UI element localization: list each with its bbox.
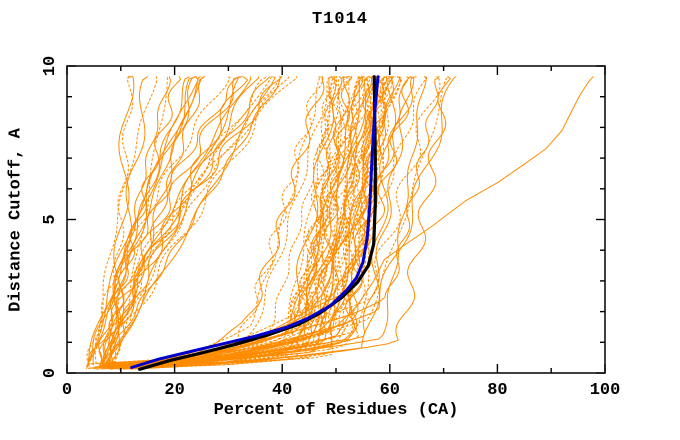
model-curve — [88, 76, 298, 366]
model-curve — [111, 76, 397, 367]
model-curve — [98, 76, 363, 365]
model-curves-group — [86, 75, 594, 371]
model-curve — [110, 76, 410, 370]
model-curve — [135, 76, 388, 367]
model-curve — [93, 76, 363, 369]
model-curve — [105, 76, 290, 366]
model-curve — [99, 76, 276, 366]
model-curve — [128, 76, 323, 366]
model-curve — [92, 76, 205, 366]
x-tick-label: 60 — [380, 381, 400, 400]
model-curve — [127, 76, 325, 368]
model-curve — [115, 76, 412, 366]
model-curve — [134, 76, 388, 369]
model-curve — [95, 76, 402, 370]
model-curve — [94, 76, 339, 368]
model-curve — [135, 76, 386, 369]
model-curve — [109, 76, 205, 368]
model-curve — [127, 76, 403, 367]
model-curve — [108, 76, 369, 364]
model-curve — [99, 76, 401, 366]
model-curve — [122, 76, 376, 365]
model-curve — [91, 76, 388, 365]
model-curve — [102, 76, 260, 367]
x-axis-label: Percent of Residues (CA) — [213, 401, 459, 420]
x-tick-label: 20 — [164, 381, 184, 400]
model-curve — [119, 76, 417, 370]
model-curve — [137, 76, 379, 365]
model-curve — [98, 76, 241, 367]
x-tick-label: 0 — [62, 381, 72, 400]
x-tick-label: 40 — [272, 381, 292, 400]
model-curve — [86, 76, 201, 370]
model-curve — [101, 76, 324, 370]
model-curve — [99, 76, 282, 365]
model-curve — [108, 76, 271, 368]
model-curve — [135, 76, 381, 369]
blue-highlight-curve — [130, 75, 380, 369]
model-curve — [94, 76, 158, 365]
x-tick-label: 80 — [487, 381, 507, 400]
model-curve — [104, 76, 362, 366]
model-curve — [125, 76, 335, 369]
model-curve — [113, 76, 169, 369]
model-curve — [110, 76, 386, 370]
model-curve — [103, 76, 336, 369]
model-curve — [102, 76, 387, 366]
model-curve — [100, 76, 440, 364]
model-curve — [86, 76, 199, 368]
model-curve — [105, 76, 272, 369]
model-curve — [129, 76, 441, 365]
outlier-curve — [88, 76, 594, 369]
model-curve — [109, 76, 353, 370]
chart-title: T1014 — [311, 10, 368, 29]
model-curve — [107, 76, 148, 368]
model-curve — [141, 76, 362, 367]
model-curve — [118, 76, 338, 370]
model-curve — [127, 76, 456, 364]
y-tick-label: 0 — [41, 368, 60, 378]
model-curve — [110, 76, 368, 370]
y-tick-label: 10 — [41, 56, 60, 76]
model-curve — [135, 76, 451, 367]
model-curve — [134, 76, 415, 367]
model-curve — [141, 76, 365, 367]
model-curve — [125, 76, 393, 368]
black-highlight-curve — [138, 75, 377, 371]
y-tick-label: 5 — [41, 214, 60, 224]
model-curve — [107, 76, 134, 367]
model-curve — [129, 76, 385, 370]
model-curve — [101, 76, 449, 368]
x-tick-label: 100 — [590, 381, 621, 400]
